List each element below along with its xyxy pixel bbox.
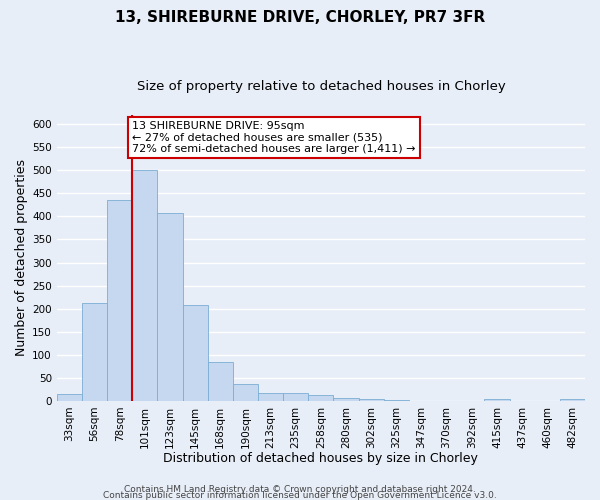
Bar: [208, 362, 233, 401]
Text: 13 SHIREBURNE DRIVE: 95sqm
← 27% of detached houses are smaller (535)
72% of sem: 13 SHIREBURNE DRIVE: 95sqm ← 27% of deta…: [132, 120, 416, 154]
Text: Contains HM Land Registry data © Crown copyright and database right 2024.: Contains HM Land Registry data © Crown c…: [124, 484, 476, 494]
Title: Size of property relative to detached houses in Chorley: Size of property relative to detached ho…: [137, 80, 505, 93]
Bar: [384, 400, 409, 401]
Bar: [484, 399, 509, 401]
Bar: [359, 399, 384, 401]
Bar: [82, 303, 107, 401]
X-axis label: Distribution of detached houses by size in Chorley: Distribution of detached houses by size …: [163, 452, 478, 465]
Bar: [560, 399, 585, 401]
Bar: [107, 200, 132, 401]
Bar: [334, 398, 359, 401]
Bar: [182, 306, 208, 401]
Y-axis label: Number of detached properties: Number of detached properties: [15, 160, 28, 356]
Bar: [132, 170, 157, 401]
Bar: [157, 212, 182, 401]
Bar: [233, 384, 258, 401]
Bar: [283, 394, 308, 401]
Bar: [57, 394, 82, 401]
Text: Contains public sector information licensed under the Open Government Licence v3: Contains public sector information licen…: [103, 490, 497, 500]
Text: 13, SHIREBURNE DRIVE, CHORLEY, PR7 3FR: 13, SHIREBURNE DRIVE, CHORLEY, PR7 3FR: [115, 10, 485, 25]
Bar: [258, 392, 283, 401]
Bar: [308, 396, 334, 401]
